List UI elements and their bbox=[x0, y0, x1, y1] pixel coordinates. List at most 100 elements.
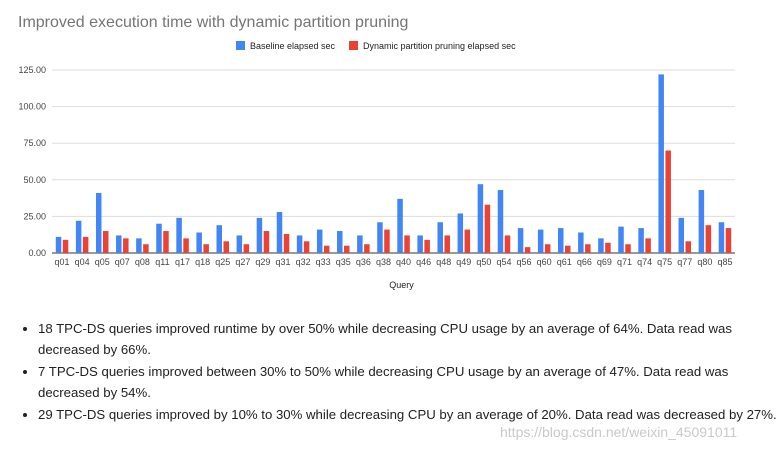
bar-baseline-q38 bbox=[377, 222, 383, 253]
bar-baseline-q60 bbox=[537, 229, 544, 253]
bar-baseline-q36 bbox=[357, 235, 363, 253]
y-tick-label: 125.00 bbox=[18, 65, 46, 75]
x-tick-label: q48 bbox=[436, 257, 451, 267]
bar-dpp-q56 bbox=[524, 247, 531, 253]
bar-dpp-q66 bbox=[585, 244, 591, 253]
note-item: 18 TPC-DS queries improved runtime by ov… bbox=[38, 318, 778, 360]
bar-dpp-q40 bbox=[404, 235, 410, 253]
bar-baseline-q50 bbox=[477, 184, 484, 253]
x-tick-label: q74 bbox=[637, 257, 652, 267]
x-tick-label: q60 bbox=[537, 257, 552, 267]
bar-chart: Baseline elapsed sec Dynamic partition pr… bbox=[18, 41, 735, 290]
legend-swatch bbox=[349, 41, 358, 50]
x-tick-label: q56 bbox=[517, 257, 532, 267]
bar-dpp-q74 bbox=[645, 238, 651, 253]
bar-dpp-q29 bbox=[263, 231, 270, 253]
bar-baseline-q40 bbox=[397, 198, 403, 253]
x-tick-label: q29 bbox=[255, 257, 270, 267]
bar-dpp-q50 bbox=[484, 204, 491, 253]
x-tick-label: q33 bbox=[316, 257, 331, 267]
bar-baseline-q33 bbox=[316, 229, 323, 253]
x-tick-label: q75 bbox=[657, 257, 672, 267]
bar-dpp-q27 bbox=[243, 244, 250, 253]
bar-baseline-q61 bbox=[558, 228, 564, 253]
bar-baseline-q69 bbox=[598, 238, 604, 253]
bar-baseline-q18 bbox=[196, 232, 202, 253]
bar-baseline-q35 bbox=[337, 231, 343, 253]
bar-dpp-q85 bbox=[725, 228, 732, 253]
bar-dpp-q54 bbox=[504, 235, 511, 253]
bar-baseline-q71 bbox=[618, 226, 624, 253]
notes-list: 18 TPC-DS queries improved runtime by ov… bbox=[22, 318, 778, 426]
bar-dpp-q18 bbox=[203, 244, 209, 253]
x-tick-label: q11 bbox=[155, 257, 169, 267]
legend-label: Baseline elapsed sec bbox=[250, 41, 336, 51]
bar-dpp-q08 bbox=[143, 244, 149, 253]
x-tick-label: q80 bbox=[697, 257, 712, 267]
bar-baseline-q80 bbox=[698, 190, 705, 253]
bar-dpp-q01 bbox=[62, 239, 69, 253]
bar-dpp-q80 bbox=[705, 225, 712, 253]
bar-baseline-q66 bbox=[578, 232, 584, 253]
bar-baseline-q54 bbox=[497, 190, 504, 253]
bar-baseline-q01 bbox=[55, 236, 62, 253]
bar-baseline-q31 bbox=[276, 212, 283, 253]
bar-baseline-q48 bbox=[437, 222, 443, 253]
x-tick-label: q18 bbox=[195, 257, 210, 267]
bar-dpp-q48 bbox=[444, 235, 450, 253]
bar-dpp-q25 bbox=[223, 241, 229, 253]
x-tick-label: q38 bbox=[376, 257, 391, 267]
y-tick-label: 25.00 bbox=[23, 211, 46, 221]
x-tick-label: q25 bbox=[215, 257, 230, 267]
legend-swatch bbox=[236, 41, 245, 50]
x-tick-label: q31 bbox=[275, 257, 290, 267]
bar-baseline-q07 bbox=[116, 235, 122, 253]
bars bbox=[55, 74, 732, 253]
bar-baseline-q85 bbox=[718, 222, 725, 253]
legend-label: Dynamic partition pruning elapsed sec bbox=[363, 41, 516, 51]
x-tick-label: q01 bbox=[55, 257, 70, 267]
bar-dpp-q61 bbox=[565, 245, 571, 253]
bar-dpp-q07 bbox=[123, 238, 129, 253]
bar-dpp-q31 bbox=[283, 233, 290, 253]
x-tick-label: q71 bbox=[617, 257, 632, 267]
note-item: 29 TPC-DS queries improved by 10% to 30%… bbox=[38, 404, 778, 425]
bar-dpp-q38 bbox=[384, 229, 390, 253]
bar-dpp-q04 bbox=[82, 236, 89, 253]
x-axis: q01 q04 q05 q07 q08 q11 q17 q18 q25 q27 q29 q31 q32 q… bbox=[55, 257, 733, 267]
bar-baseline-q46 bbox=[417, 235, 423, 253]
bar-dpp-q75 bbox=[665, 150, 671, 253]
bar-baseline-q74 bbox=[638, 228, 644, 253]
x-tick-label: q40 bbox=[396, 257, 411, 267]
x-tick-label: q05 bbox=[95, 257, 110, 267]
bar-baseline-q27 bbox=[236, 235, 243, 253]
y-tick-label: 75.00 bbox=[23, 138, 46, 148]
bar-dpp-q32 bbox=[303, 241, 310, 253]
bar-baseline-q08 bbox=[136, 238, 142, 253]
x-tick-label: q54 bbox=[496, 257, 511, 267]
x-tick-label: q46 bbox=[416, 257, 431, 267]
x-tick-label: q69 bbox=[597, 257, 612, 267]
bar-baseline-q29 bbox=[256, 217, 263, 253]
watermark: https://blog.csdn.net/weixin_45091011 bbox=[500, 424, 738, 440]
x-tick-label: q66 bbox=[577, 257, 592, 267]
x-tick-label: q32 bbox=[296, 257, 311, 267]
x-tick-label: q85 bbox=[717, 257, 732, 267]
y-tick-label: 0.00 bbox=[28, 248, 46, 258]
x-tick-label: q04 bbox=[75, 257, 90, 267]
bar-dpp-q17 bbox=[183, 238, 189, 253]
bar-dpp-q05 bbox=[102, 231, 109, 253]
bar-dpp-q71 bbox=[625, 244, 631, 253]
y-axis: 0.00 25.00 50.00 75.00 100.00 125.00 bbox=[18, 65, 46, 258]
bar-baseline-q77 bbox=[678, 217, 685, 253]
x-tick-label: q08 bbox=[135, 257, 150, 267]
bar-dpp-q35 bbox=[344, 245, 350, 253]
note-item: 7 TPC-DS queries improved between 30% to… bbox=[38, 361, 778, 403]
chart-title: Improved execution time with dynamic par… bbox=[18, 14, 409, 31]
bar-baseline-q75 bbox=[658, 74, 664, 253]
y-tick-label: 50.00 bbox=[23, 175, 46, 185]
bar-dpp-q77 bbox=[685, 241, 692, 253]
y-tick-label: 100.00 bbox=[18, 102, 46, 112]
bar-dpp-q49 bbox=[464, 229, 471, 253]
bar-baseline-q11 bbox=[156, 223, 162, 253]
